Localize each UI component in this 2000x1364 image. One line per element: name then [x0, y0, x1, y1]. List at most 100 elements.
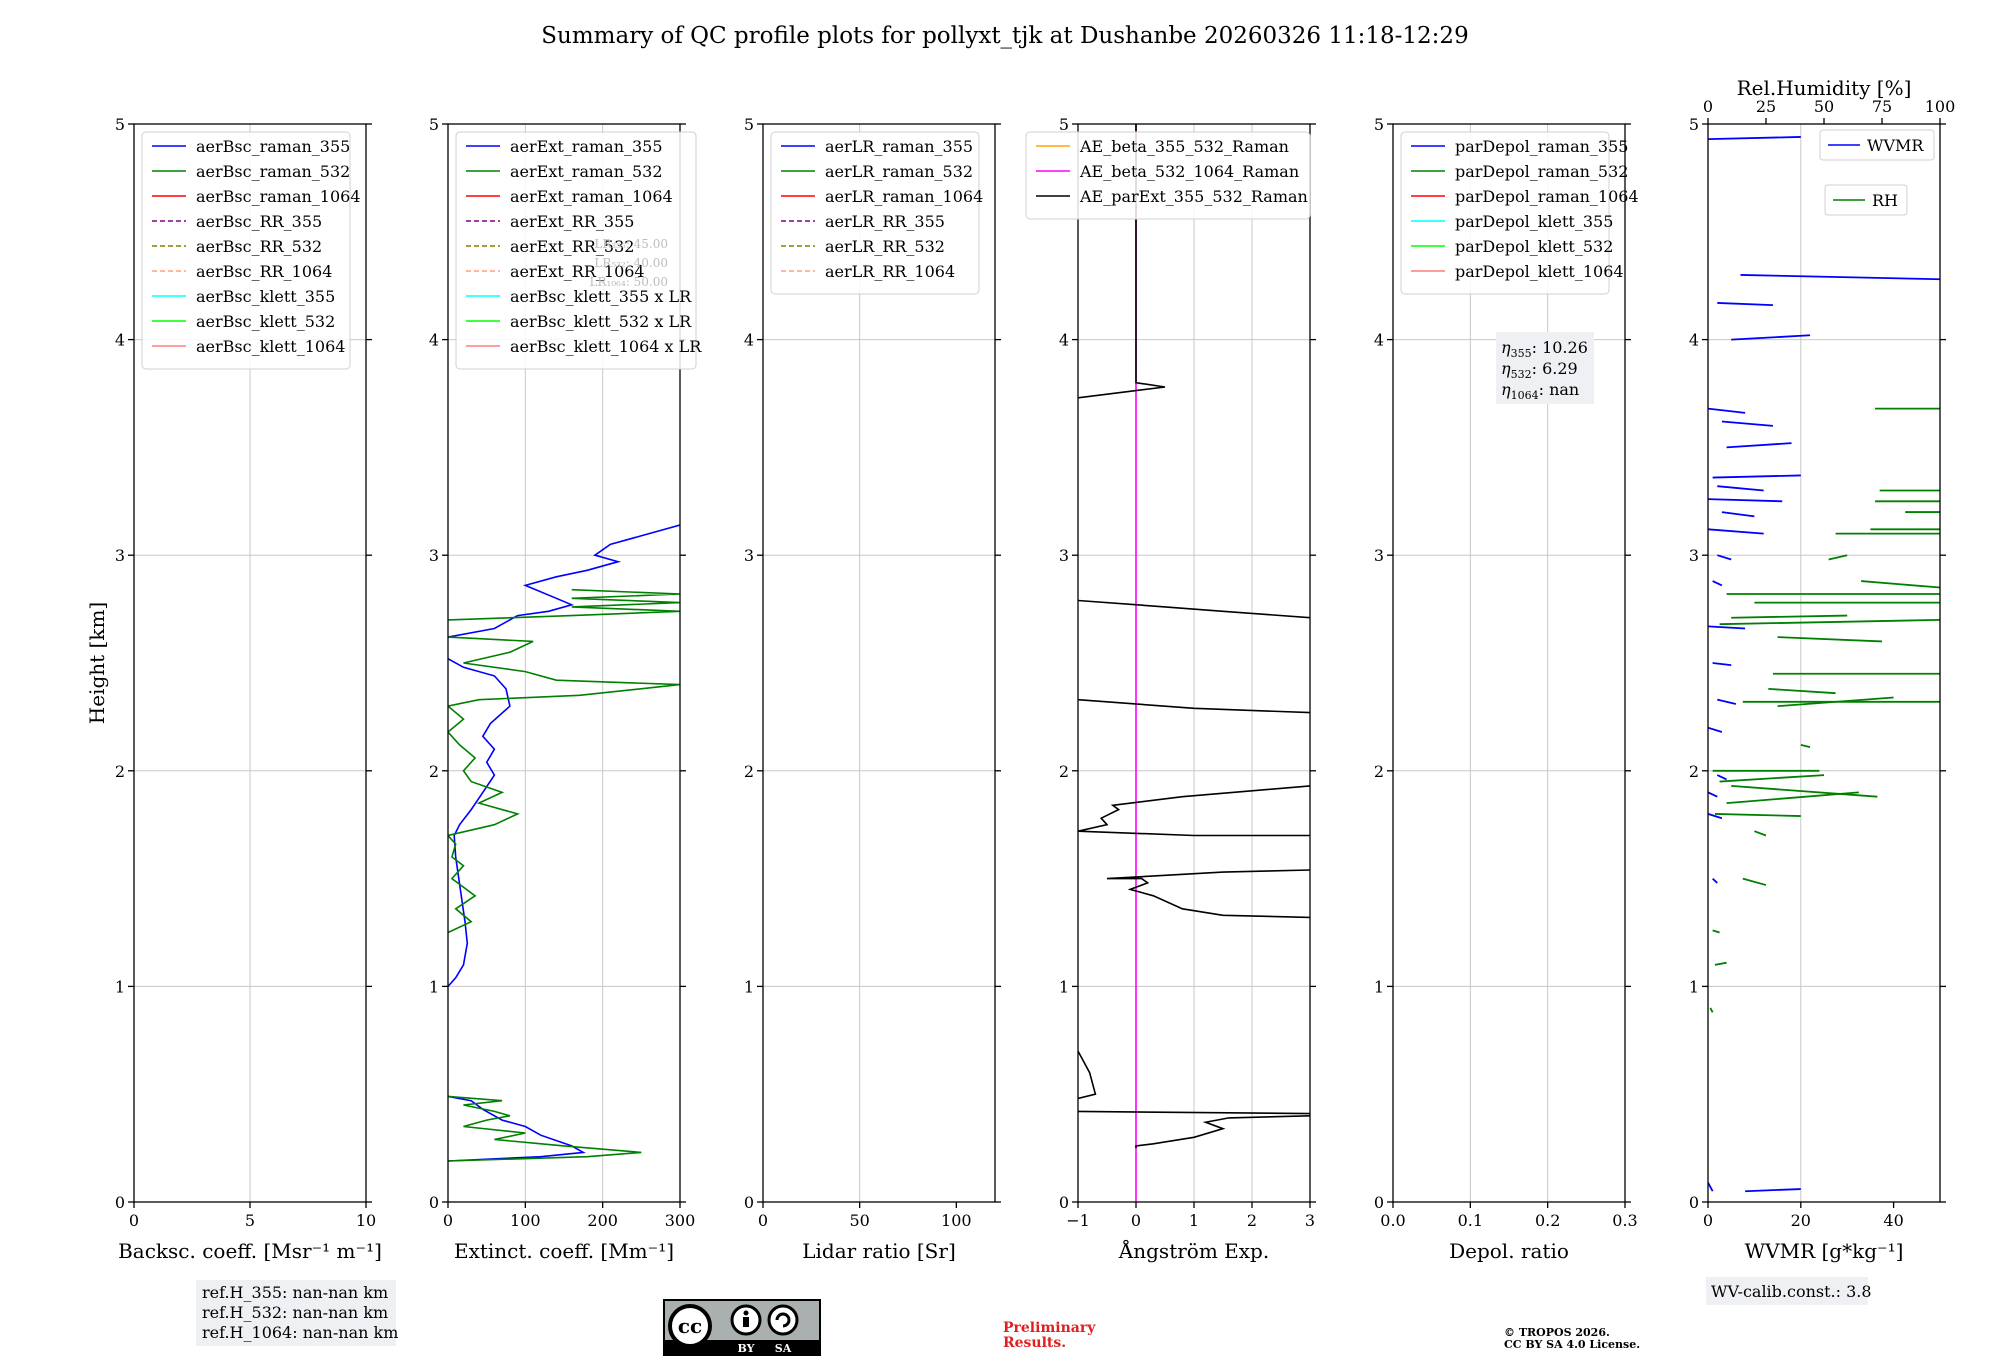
series-segment	[1712, 662, 1732, 667]
series-segment	[1708, 528, 1764, 535]
series-segment	[1712, 877, 1718, 884]
series-line	[1078, 124, 1310, 1149]
series-segment	[1731, 334, 1811, 341]
legend-label: aerExt_raman_532	[510, 162, 663, 181]
legend-label: aerLR_raman_1064	[825, 187, 983, 206]
ref-height-box: ref.H_355: nan-nan km ref.H_532: nan-nan…	[196, 1280, 398, 1346]
legend-label: aerLR_RR_1064	[825, 262, 955, 281]
series-segment	[1754, 830, 1767, 837]
x-tick-label: 0	[129, 1211, 139, 1230]
y-tick-label: 3	[115, 546, 125, 565]
y-tick-label: 5	[1374, 115, 1384, 134]
copyright-line-2: CC BY SA 4.0 License.	[1504, 1338, 1640, 1351]
x-tick-label: 20	[1791, 1211, 1811, 1230]
x-axis-label: Lidar ratio [Sr]	[802, 1239, 956, 1263]
x-tick-label: 0.1	[1458, 1211, 1483, 1230]
series-segment	[1740, 274, 1940, 281]
y-tick-label: 4	[1059, 331, 1069, 350]
series-segment	[1719, 618, 1940, 626]
legend-label: AE_parExt_355_532_Raman	[1079, 187, 1308, 206]
series-segment	[1708, 498, 1783, 503]
x-tick-label: 0.2	[1535, 1211, 1560, 1230]
series-segment	[1861, 580, 1940, 589]
y-tick-label: 3	[429, 546, 439, 565]
top-axis-label: Rel.Humidity [%]	[1737, 76, 1912, 100]
preliminary-label: Preliminary	[1003, 1320, 1096, 1336]
top-tick-label: 0	[1703, 97, 1713, 116]
y-tick-label: 1	[1374, 977, 1384, 996]
y-tick-label: 3	[744, 546, 754, 565]
legend-label: aerLR_RR_532	[825, 237, 945, 256]
series-segment	[1708, 726, 1723, 733]
top-tick-label: 50	[1814, 97, 1834, 116]
x-axis-label: Depol. ratio	[1449, 1239, 1569, 1263]
preliminary-label-2: Results.	[1003, 1335, 1066, 1351]
legend-label: WVMR	[1867, 136, 1924, 155]
legend-label: AE_beta_532_1064_Raman	[1079, 162, 1299, 181]
series-line	[448, 588, 680, 1162]
ref-height-532: ref.H_532: nan-nan km	[202, 1303, 388, 1322]
plot-frame	[1707, 123, 1941, 1203]
series-segment	[1708, 625, 1746, 630]
series-segment	[1777, 636, 1883, 643]
cc-license-icon: cc BY SA	[663, 1299, 821, 1356]
x-tick-label: 40	[1883, 1211, 1903, 1230]
x-tick-label: 1	[1189, 1211, 1199, 1230]
y-tick-label: 2	[744, 762, 754, 781]
ref-height-1064: ref.H_1064: nan-nan km	[202, 1323, 398, 1342]
x-tick-label: 0	[1703, 1211, 1713, 1230]
legend-box	[141, 131, 351, 370]
series-segment	[1719, 774, 1825, 783]
y-tick-label: 2	[1059, 762, 1069, 781]
top-tick-label: 25	[1756, 97, 1776, 116]
x-tick-label: −1	[1066, 1211, 1090, 1230]
eta-box	[1496, 332, 1594, 404]
series-segment	[1777, 696, 1894, 708]
plot-frame	[1392, 123, 1626, 1203]
legend-label: aerExt_raman_1064	[510, 187, 673, 206]
legend-label: aerBsc_klett_532 x LR	[510, 312, 692, 331]
legend-label: RH	[1872, 191, 1898, 210]
plot-frame	[762, 123, 996, 1203]
legend-label: parDepol_raman_532	[1455, 162, 1628, 181]
legend-box	[1025, 131, 1311, 220]
legend-label: aerBsc_RR_532	[196, 237, 322, 256]
x-tick-label: 0.0	[1380, 1211, 1405, 1230]
series-segment	[1742, 877, 1767, 886]
x-tick-label: 0.3	[1612, 1211, 1637, 1230]
wv-calib-const: WV-calib.const.: 3.8	[1711, 1282, 1872, 1301]
y-tick-label: 0	[115, 1193, 125, 1212]
ref-height-355: ref.H_355: nan-nan km	[202, 1283, 388, 1302]
panel-bsc: 0 5 10 0 1 2 3 4 5 Backsc. coeff. [Msr⁻¹ m⁻¹] Heig…	[85, 115, 382, 1263]
y-tick-label: 5	[115, 115, 125, 134]
series-segment	[1714, 961, 1727, 966]
y-tick-label: 4	[744, 331, 754, 350]
cc-sa-label: SA	[775, 1342, 792, 1355]
series-segment	[1708, 813, 1723, 820]
legend-label: aerBsc_raman_532	[196, 162, 350, 181]
y-tick-label: 1	[1059, 977, 1069, 996]
legend-label: aerExt_RR_355	[510, 212, 634, 231]
legend-label: parDepol_klett_1064	[1455, 262, 1624, 281]
y-tick-label: 0	[1059, 1193, 1069, 1212]
series-segment	[1717, 302, 1773, 307]
y-tick-label: 3	[1374, 546, 1384, 565]
series-segment	[1712, 929, 1720, 934]
series-segment	[1716, 774, 1727, 781]
legend-label: aerLR_raman_355	[825, 137, 973, 156]
y-tick-label: 2	[429, 762, 439, 781]
series-line	[448, 524, 680, 1162]
legend-label: aerExt_RR_532	[510, 237, 634, 256]
legend-label: aerBsc_klett_1064	[196, 337, 345, 356]
x-tick-label: 0	[758, 1211, 768, 1230]
legend-label: aerLR_RR_355	[825, 212, 945, 231]
legend-label: aerBsc_klett_355 x LR	[510, 287, 692, 306]
series-segment	[1726, 442, 1792, 449]
y-tick-label: 5	[744, 115, 754, 134]
y-tick-label: 1	[1689, 977, 1699, 996]
series-segment	[1745, 1188, 1801, 1193]
panel-ext: 0 100 200 300 0 1 2 3 4 5 Extinct. coeff. [Mm⁻¹] ae…	[429, 115, 702, 1263]
y-tick-label: 4	[115, 331, 125, 350]
